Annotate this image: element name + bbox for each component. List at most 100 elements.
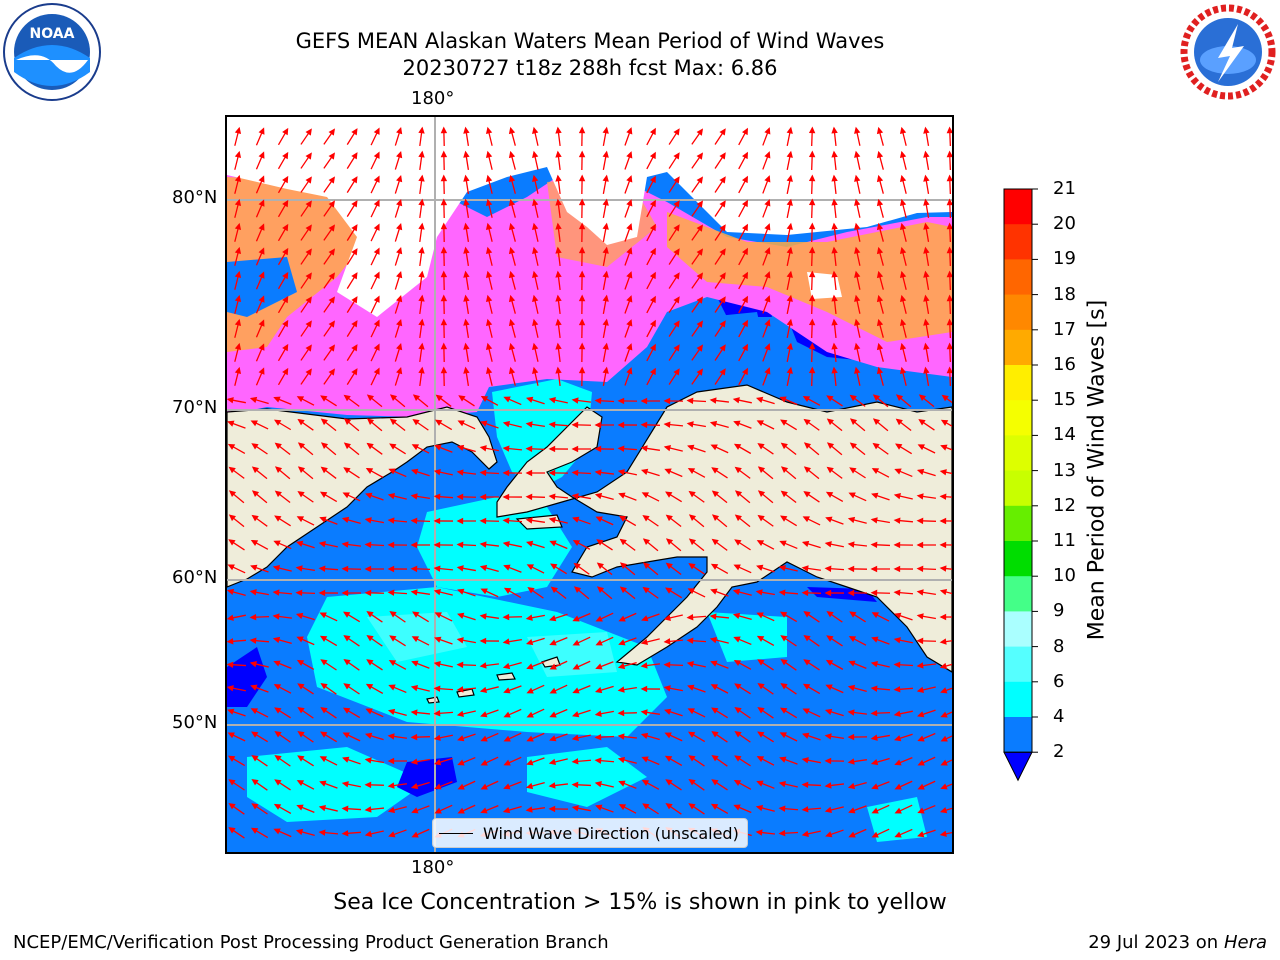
wind-wave-arrowhead <box>946 342 952 350</box>
wind-wave-arrowhead <box>342 732 350 739</box>
wind-wave-arrowhead <box>282 367 289 376</box>
wind-wave-arrowhead <box>342 756 350 763</box>
wind-wave-arrowhead <box>343 611 351 618</box>
wind-wave-arrowhead <box>641 615 649 622</box>
wind-wave-arrowhead <box>602 198 609 206</box>
wind-wave-arrowhead <box>854 126 861 134</box>
wind-wave-arrowhead <box>508 150 516 159</box>
wind-wave-arrowhead <box>696 320 704 328</box>
wind-wave-arrowhead <box>250 708 259 715</box>
wind-wave-arrowhead <box>297 707 305 714</box>
wind-wave-arrowhead <box>319 491 328 498</box>
wind-wave-arrowhead <box>946 222 952 230</box>
wind-wave-arrowhead <box>532 198 539 206</box>
wind-wave-arrowhead <box>917 759 925 766</box>
wind-wave-arrowhead <box>364 565 372 573</box>
wind-wave-arrowhead <box>719 272 726 280</box>
wind-wave-arrowhead <box>649 343 656 352</box>
wind-wave-arrowhead <box>626 151 633 159</box>
wind-wave-arrowhead <box>341 781 349 788</box>
wind-wave-arrowhead <box>786 150 793 158</box>
wind-wave-arrowhead <box>305 320 312 328</box>
colorbar-tick-label: 14 <box>1053 424 1076 446</box>
wind-wave-arrowhead <box>757 731 765 738</box>
wind-wave-arrowhead <box>756 635 765 642</box>
wind-wave-arrowhead <box>555 294 562 302</box>
wind-wave-arrowhead <box>626 199 633 207</box>
wind-wave-arrowhead <box>870 589 878 597</box>
wind-wave-arrowhead <box>876 318 884 327</box>
wind-wave-arrowhead <box>916 565 924 573</box>
wind-wave-arrowhead <box>526 663 534 670</box>
wind-wave-arrowhead <box>411 444 420 451</box>
wind-wave-arrowhead <box>640 397 648 405</box>
wind-wave-arrowhead <box>664 755 673 762</box>
wind-wave-arrowhead <box>686 614 694 621</box>
wind-wave-arrowhead <box>757 466 766 474</box>
wind-wave-arrowhead <box>433 685 441 692</box>
wind-wave-arrowhead <box>228 539 236 546</box>
wind-wave-arrowhead <box>764 175 771 183</box>
wind-wave-arrowhead <box>571 421 579 429</box>
wind-wave-arrowhead <box>778 781 786 788</box>
wind-wave-arrowhead <box>305 344 312 352</box>
wind-wave-arrowhead <box>923 294 930 302</box>
wind-wave-arrowhead <box>734 683 742 690</box>
wind-wave-arrowhead <box>688 514 697 522</box>
wind-wave-arrowhead <box>228 827 236 834</box>
wind-wave-arrowhead <box>642 538 651 546</box>
wind-wave-arrowhead <box>742 367 748 376</box>
wind-wave-arrowhead <box>328 200 335 208</box>
wind-wave-arrowhead <box>665 562 673 570</box>
wind-wave-arrowhead <box>870 660 878 668</box>
wind-wave-arrowhead <box>626 295 633 303</box>
wind-wave-arrowhead <box>295 828 304 836</box>
wind-wave-arrowhead <box>923 198 930 206</box>
wind-wave-arrowhead <box>343 683 351 690</box>
wind-wave-arrowhead <box>808 246 816 254</box>
wind-wave-arrowhead <box>508 222 516 231</box>
wind-wave-arrowhead <box>719 224 726 232</box>
wind-wave-arrowhead <box>808 366 816 374</box>
wind-wave-arrowhead <box>917 807 925 814</box>
wind-wave-arrowhead <box>485 318 493 327</box>
wind-wave-arrowhead <box>274 466 283 473</box>
wind-wave-arrowhead <box>351 272 358 280</box>
wind-wave-arrowhead <box>456 661 464 669</box>
wind-wave-arrowhead <box>808 222 816 230</box>
wind-wave-arrowhead <box>342 707 351 714</box>
wind-wave-arrowhead <box>249 589 257 596</box>
wind-wave-arrowhead <box>663 638 671 645</box>
wind-wave-arrowhead <box>756 564 764 571</box>
wind-wave-arrowhead <box>871 783 879 790</box>
wind-wave-arrowhead <box>786 294 793 302</box>
wind-wave-arrowhead <box>946 198 952 206</box>
wind-wave-arrowhead <box>696 128 704 136</box>
wind-wave-arrowhead <box>251 731 259 738</box>
wind-wave-arrowhead <box>273 803 282 810</box>
colorbar-tick-label: 21 <box>1053 178 1076 199</box>
wind-wave-arrowhead <box>503 564 511 571</box>
wind-wave-arrowhead <box>227 564 235 571</box>
wind-wave-arrowhead <box>532 342 539 350</box>
wind-wave-arrowhead <box>305 176 312 184</box>
wind-wave-arrowhead <box>780 515 788 522</box>
wind-wave-arrowhead <box>228 490 237 498</box>
wind-wave-arrowhead <box>297 731 305 738</box>
wind-wave-arrowhead <box>803 418 811 426</box>
wind-wave-arrowhead <box>273 660 281 667</box>
wind-wave-arrowhead <box>626 247 633 255</box>
wind-wave-arrowhead <box>389 418 397 426</box>
wind-wave-arrowhead <box>457 588 465 595</box>
wind-wave-arrowhead <box>396 246 403 255</box>
wind-wave-arrowhead <box>418 198 425 206</box>
colorbar-segment <box>1004 646 1032 683</box>
wind-wave-arrowhead <box>899 150 907 159</box>
wind-wave-arrowhead <box>387 517 395 524</box>
wind-wave-arrowhead <box>756 540 765 547</box>
wind-wave-arrowhead <box>917 444 925 451</box>
wind-wave-arrowhead <box>373 223 380 231</box>
wind-wave-arrowhead <box>939 830 947 837</box>
wind-wave-arrowhead <box>696 296 704 304</box>
wind-wave-arrowhead <box>757 514 765 522</box>
